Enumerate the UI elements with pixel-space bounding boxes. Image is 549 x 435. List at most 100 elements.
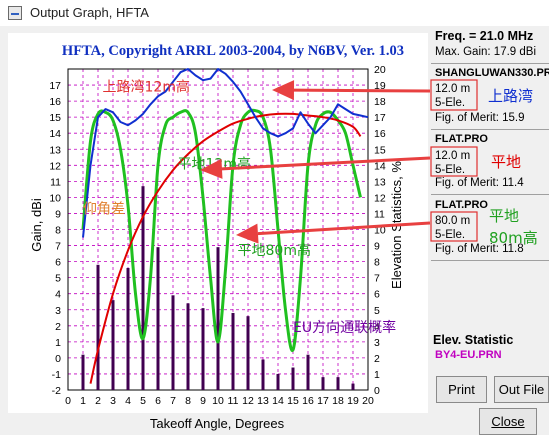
antenna-height-1: 12.0 m (435, 83, 471, 95)
x-tick-label: 14 (272, 395, 284, 407)
elevation-bar (201, 308, 205, 390)
x-tick-label: 18 (332, 395, 344, 407)
y-tick-label: 4 (55, 289, 61, 301)
x-tick-label: 17 (317, 395, 329, 407)
app-icon (8, 6, 22, 20)
antenna-elements-3: 5-Ele. (435, 229, 466, 241)
y2-tick-label: 0 (374, 385, 380, 397)
y-tick-label: 10 (49, 192, 61, 204)
max-gain-readout: Max. Gain: 17.9 dBi (435, 46, 536, 58)
x-tick-label: 5 (140, 395, 146, 407)
elevation-statistic-title: Elev. Statistic (433, 333, 514, 347)
antenna-spec-2: 12.0 m 5-Ele. (435, 149, 470, 177)
y2-tick-label: 13 (374, 176, 386, 188)
figure-of-merit-3: Fig. of Merit: 11.8 (435, 243, 524, 255)
y2-tick-label: 16 (374, 128, 386, 140)
elevation-bar (306, 354, 310, 390)
x-tick-label: 11 (228, 395, 239, 407)
y2-tick-label: 9 (374, 241, 380, 253)
y-tick-label: 7 (55, 241, 61, 253)
y-tick-label: 9 (55, 208, 61, 220)
out-file-button-label: Out File (498, 382, 545, 397)
elevation-bar (216, 247, 220, 390)
x-tick-label: 2 (95, 395, 101, 407)
y2-tick-label: 18 (374, 96, 386, 108)
x-axis-label: Takeoff Angle, Degrees (150, 416, 285, 431)
y2-tick-label: 7 (374, 273, 380, 285)
elevation-statistic-file: BY4-EU.PRN (435, 349, 502, 361)
elevation-bar (246, 316, 250, 390)
chart-annotation: 上路湾12m高 (103, 78, 190, 95)
chart-title: HFTA, Copyright ARRL 2003-2004, by N6BV,… (62, 43, 404, 59)
elevation-bar (186, 303, 190, 390)
x-tick-label: 13 (257, 395, 269, 407)
series-line-shangluwan (82, 68, 369, 238)
y2-tick-label: 19 (374, 80, 386, 92)
x-tick-label: 20 (362, 395, 374, 407)
x-tick-label: 19 (347, 395, 359, 407)
elevation-bar (321, 377, 325, 390)
x-tick-label: 15 (287, 395, 299, 407)
elevation-bar (261, 359, 265, 390)
callout-arrow-shaft (257, 221, 431, 236)
y2-tick-label: 17 (374, 112, 386, 124)
antenna-height-3: 80.0 m (435, 215, 471, 227)
y-tick-label: 17 (49, 80, 61, 92)
y2-tick-label: 4 (374, 321, 380, 333)
y2-tick-label: 10 (374, 225, 386, 237)
print-button-label: Print (448, 382, 475, 397)
y2-tick-label: 6 (374, 289, 380, 301)
callout-arrow-shaft (221, 156, 431, 171)
callout-arrow (200, 156, 431, 179)
y-tick-label: 16 (49, 96, 61, 108)
elevation-bar (141, 186, 145, 390)
antenna-file-2: FLAT.PRO (435, 133, 488, 145)
chart-annotation: 平地80m高 (238, 242, 311, 259)
callout-arrow-shaft (293, 88, 431, 93)
window-title: Output Graph, HFTA (30, 5, 149, 20)
y-tick-label: 11 (50, 176, 61, 188)
antenna-elements-2: 5-Ele. (435, 164, 466, 176)
callout-arrow-head (236, 223, 259, 244)
y-tick-label: 14 (49, 128, 61, 140)
y-tick-label: 12 (49, 160, 61, 172)
out-file-button[interactable]: Out File (494, 376, 549, 403)
x-tick-label: 3 (110, 395, 116, 407)
antenna-spec-3: 80.0 m 5-Ele. (435, 214, 470, 242)
elevation-bar (111, 300, 115, 390)
y-tick-label: 2 (55, 321, 61, 333)
elevation-bar (81, 354, 85, 390)
separator (431, 194, 549, 195)
y2-tick-label: 5 (374, 305, 380, 317)
y2-tick-label: 14 (374, 160, 386, 172)
x-tick-label: 9 (200, 395, 206, 407)
y-tick-label: -1 (52, 369, 61, 381)
elevation-bar (231, 312, 235, 390)
title-bar: Output Graph, HFTA (0, 0, 549, 26)
y2-tick-label: 1 (374, 369, 380, 381)
callout-arrow-head (272, 80, 295, 101)
y-tick-label: 3 (55, 305, 61, 317)
x-tick-label: 6 (155, 395, 161, 407)
x-tick-label: 7 (170, 395, 176, 407)
close-button[interactable]: Close (479, 408, 537, 435)
y-tick-label: 15 (49, 112, 61, 124)
print-button[interactable]: Print (436, 376, 487, 403)
chart-annotation: EU方向通联概率 (293, 319, 396, 336)
y-tick-label: -2 (52, 385, 61, 397)
series-line-flat-12m (89, 112, 362, 384)
antenna-file-3: FLAT.PRO (435, 199, 488, 211)
x-tick-label: 10 (212, 395, 224, 407)
separator (431, 129, 549, 130)
y-axis-label: Gain, dBi (29, 198, 44, 252)
elevation-bar (126, 268, 130, 390)
y2-tick-label: 15 (374, 144, 386, 156)
figure-of-merit-2: Fig. of Merit: 11.4 (435, 177, 524, 189)
antenna-elements-1: 5-Ele. (435, 97, 466, 109)
x-tick-label: 4 (125, 395, 131, 407)
y2-tick-label: 11 (374, 208, 385, 220)
y-tick-label: 0 (55, 353, 61, 365)
x-tick-label: 12 (242, 395, 254, 407)
y-tick-label: 1 (55, 337, 61, 349)
